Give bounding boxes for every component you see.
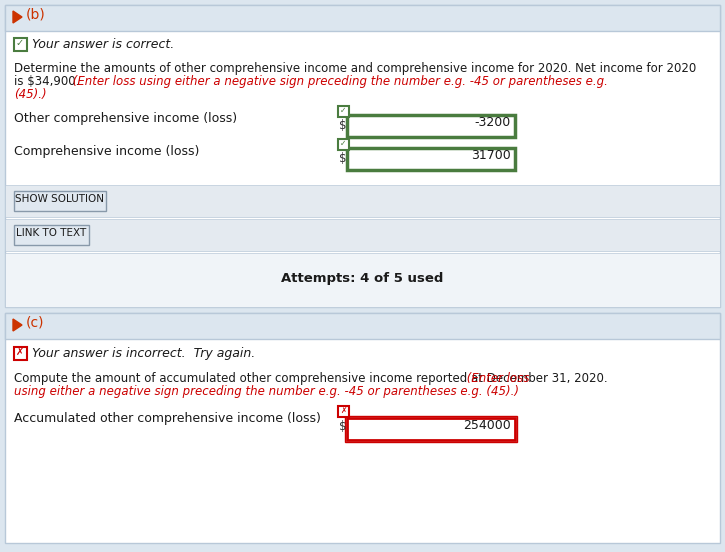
Text: (b): (b) <box>26 8 46 22</box>
Text: using either a negative sign preceding the number e.g. -45 or parentheses e.g. (: using either a negative sign preceding t… <box>14 385 519 398</box>
Text: ✗: ✗ <box>16 347 24 357</box>
Text: 31700: 31700 <box>471 149 511 162</box>
Bar <box>347 148 515 170</box>
Text: Compute the amount of accumulated other comprehensive income reported at Decembe: Compute the amount of accumulated other … <box>14 372 608 385</box>
Bar <box>5 5 720 307</box>
Text: ✓: ✓ <box>340 106 346 115</box>
Text: (Enter loss: (Enter loss <box>463 372 529 385</box>
Text: ✗: ✗ <box>340 406 346 415</box>
Bar <box>14 225 89 245</box>
Text: $: $ <box>339 420 347 433</box>
Text: $: $ <box>339 119 347 132</box>
Bar <box>14 38 27 51</box>
Bar <box>338 139 349 150</box>
Text: $: $ <box>339 152 347 165</box>
Bar <box>5 219 720 251</box>
Bar <box>5 185 720 217</box>
Text: (45).): (45).) <box>14 88 46 101</box>
Text: ✓: ✓ <box>340 139 346 148</box>
Bar <box>338 106 349 117</box>
Text: (Enter loss using either a negative sign preceding the number e.g. -45 or parent: (Enter loss using either a negative sign… <box>69 75 608 88</box>
Bar <box>5 5 720 31</box>
Bar <box>14 191 106 211</box>
Bar <box>338 406 349 417</box>
Text: Accumulated other comprehensive income (loss): Accumulated other comprehensive income (… <box>14 412 321 425</box>
Text: Your answer is incorrect.  Try again.: Your answer is incorrect. Try again. <box>32 347 255 360</box>
Text: ✓: ✓ <box>16 38 24 48</box>
Text: Comprehensive income (loss): Comprehensive income (loss) <box>14 145 199 158</box>
Bar <box>5 313 720 339</box>
Polygon shape <box>13 319 22 331</box>
Text: Other comprehensive income (loss): Other comprehensive income (loss) <box>14 112 237 125</box>
Bar <box>14 347 27 360</box>
Text: Attempts: 4 of 5 used: Attempts: 4 of 5 used <box>281 272 443 285</box>
Text: (c): (c) <box>26 316 44 330</box>
Text: LINK TO TEXT: LINK TO TEXT <box>16 228 86 238</box>
Text: Your answer is correct.: Your answer is correct. <box>32 38 174 51</box>
Text: is $34,900.: is $34,900. <box>14 75 79 88</box>
Text: Determine the amounts of other comprehensive income and comprehensive income for: Determine the amounts of other comprehen… <box>14 62 696 75</box>
Bar <box>347 418 515 440</box>
Text: 254000: 254000 <box>463 419 511 432</box>
Bar <box>5 313 720 543</box>
Polygon shape <box>13 11 22 23</box>
Bar <box>345 416 517 442</box>
Text: -3200: -3200 <box>475 116 511 129</box>
Bar <box>347 115 515 137</box>
Bar <box>5 253 720 307</box>
Text: SHOW SOLUTION: SHOW SOLUTION <box>15 194 104 204</box>
